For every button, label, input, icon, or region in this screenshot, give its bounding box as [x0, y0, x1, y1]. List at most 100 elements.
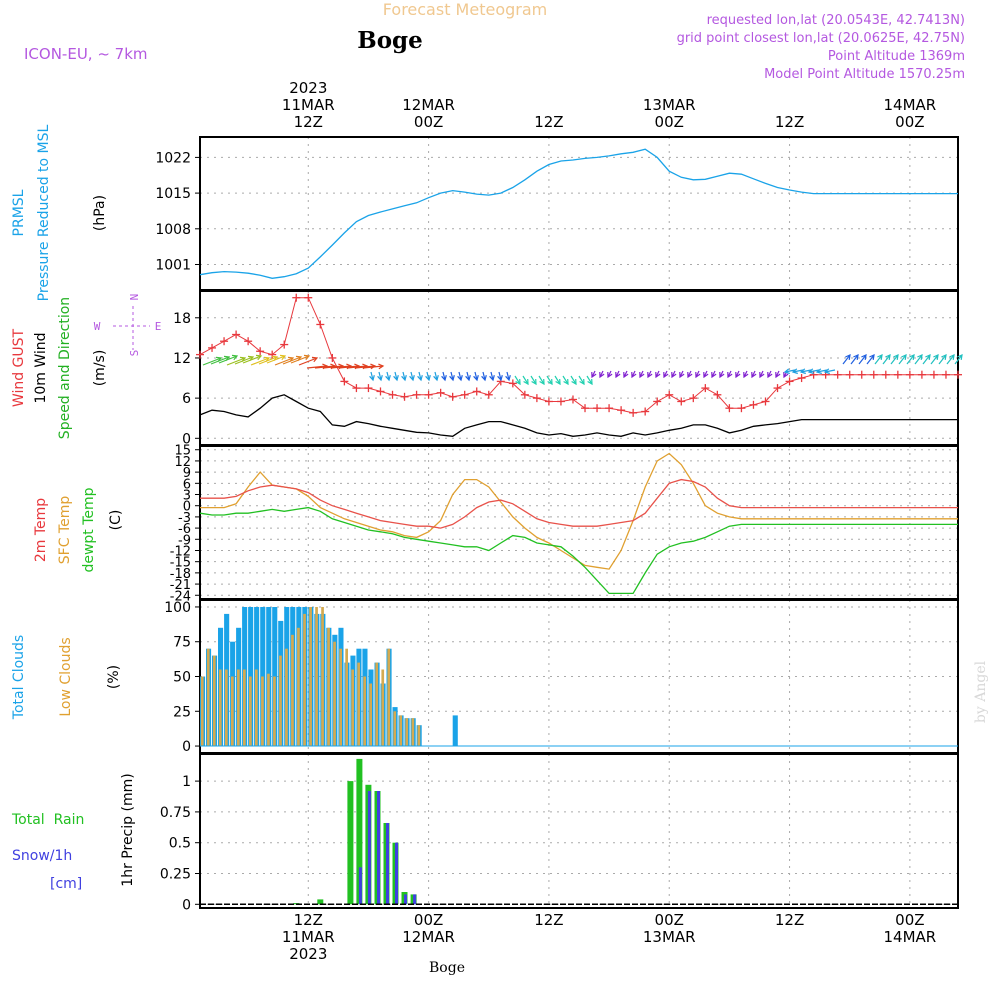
wind-arrow-shaft	[346, 365, 368, 369]
gust-marker	[677, 397, 686, 406]
wind-arrow-icon	[497, 371, 503, 382]
panel-clouds: 0 25 50 75 100	[164, 599, 959, 755]
wind-arrow-icon	[922, 354, 931, 365]
wind-arrow-head	[799, 368, 806, 375]
bottom-time-label: 00Z	[414, 911, 443, 929]
wind-arrow-icon	[298, 356, 319, 366]
gust-marker	[280, 340, 289, 349]
wind-arrow-head	[465, 375, 471, 382]
low-cloud-bar	[206, 648, 210, 747]
wind-arrow-icon	[807, 368, 820, 375]
wind-speed-line	[199, 394, 958, 437]
low-cloud-bar	[405, 718, 409, 746]
wind-arrow-shaft	[418, 371, 422, 381]
low-cloud-bar	[237, 669, 240, 746]
y-tick-label: 12	[173, 351, 191, 367]
gust-marker	[941, 370, 950, 379]
wind-arrow-icon	[562, 375, 569, 386]
snow-bar	[358, 867, 362, 905]
wind-arrow-icon	[850, 354, 859, 365]
low-cloud-bar	[309, 607, 312, 747]
wind-arrow-icon	[823, 368, 836, 375]
panel-frame	[199, 445, 959, 600]
gust-marker	[244, 337, 253, 346]
chart-title: Forecast Meteogram	[383, 0, 547, 19]
top-time-label: 11MAR	[282, 96, 335, 114]
wind-arrow-shaft	[338, 365, 360, 369]
wind-arrow-head	[735, 371, 741, 379]
y-tick-label: 1001	[155, 258, 191, 274]
wind-arrow-head	[441, 375, 447, 382]
wind-arrow-shaft	[314, 365, 336, 369]
wind-arrow-shaft	[842, 354, 851, 365]
top-time-label: 12MAR	[402, 96, 455, 114]
low-cloud-bar	[327, 627, 330, 746]
precip-label-cm: [cm]	[50, 876, 82, 892]
gust-marker	[701, 384, 710, 393]
wind-arrow-head	[901, 354, 907, 360]
wind-arrow-head	[727, 371, 733, 379]
wind-arrow-shaft	[858, 354, 867, 365]
clouds-label-total: Total Clouds	[11, 635, 27, 720]
gust-marker	[881, 370, 890, 379]
y-tick-label: 0.5	[169, 836, 191, 852]
gust-marker	[857, 370, 866, 379]
wind-arrow-head	[807, 368, 814, 375]
y-tick-label: 1	[182, 774, 191, 790]
low-cloud-bar	[279, 655, 282, 746]
wind-arrow-shaft	[506, 371, 510, 381]
y-tick-label: 0	[182, 739, 191, 755]
gust-marker	[352, 384, 361, 393]
y-tick-label: -15	[170, 556, 191, 571]
wind-arrow-head	[377, 375, 383, 382]
low-cloud-bar	[315, 607, 318, 747]
low-cloud-bar	[261, 676, 264, 746]
wind-arrow-shaft	[402, 371, 406, 381]
clouds-unit: (%)	[106, 665, 122, 689]
wind-arrow-shaft	[458, 371, 462, 381]
wind-arrow-icon	[481, 371, 487, 382]
compass-n: N	[128, 294, 141, 301]
wind-arrow-shaft	[792, 369, 804, 373]
gust-marker	[532, 394, 541, 403]
wind-arrow-icon	[735, 370, 741, 379]
wind-arrow-head	[957, 354, 963, 360]
wind-arrow-head	[378, 363, 385, 370]
wind-arrow-shaft	[954, 354, 963, 365]
wind-arrow-shaft	[914, 354, 923, 365]
wind-arrow-icon	[743, 370, 749, 379]
wind-arrow-icon	[599, 370, 605, 379]
y-tick-label: 0	[182, 897, 191, 913]
low-cloud-bar	[243, 669, 246, 746]
wind-arrow-shaft	[922, 354, 931, 365]
gust-marker	[954, 370, 962, 379]
wind-arrow-shaft	[378, 371, 382, 381]
low-cloud-bar	[267, 673, 270, 746]
snow-bar	[367, 791, 371, 905]
wind-arrow-shaft	[482, 371, 486, 381]
panel-wind: 0 6 12 18	[173, 290, 959, 447]
gust-marker	[845, 370, 854, 379]
wind-arrow-head	[845, 354, 851, 360]
gust-marker	[653, 397, 662, 406]
wind-label-dir: Speed and Direction	[57, 297, 73, 439]
wind-arrow-head	[853, 354, 859, 360]
model-altitude: Model Point Altitude 1570.25m	[764, 67, 965, 82]
wind-arrow-shaft	[450, 371, 454, 381]
gust-marker	[232, 330, 241, 339]
clouds-label-low: Low Clouds	[58, 637, 74, 716]
wind-arrow-icon	[639, 370, 645, 379]
gust-marker	[905, 370, 914, 379]
wind-arrow-icon	[607, 370, 613, 379]
bottom-time-label: 12Z	[534, 911, 563, 929]
top-time-label: 00Z	[655, 113, 684, 131]
wind-arrow-shaft	[930, 354, 939, 365]
wind-arrow-icon	[385, 371, 391, 382]
gust-marker	[725, 404, 734, 413]
gust-marker	[713, 390, 722, 399]
gust-marker	[424, 390, 433, 399]
wind-arrow-shaft	[498, 371, 502, 381]
y-tick-label: 0	[182, 431, 191, 447]
wind-arrow-shaft	[938, 354, 947, 365]
y-tick-label: 100	[164, 600, 191, 616]
